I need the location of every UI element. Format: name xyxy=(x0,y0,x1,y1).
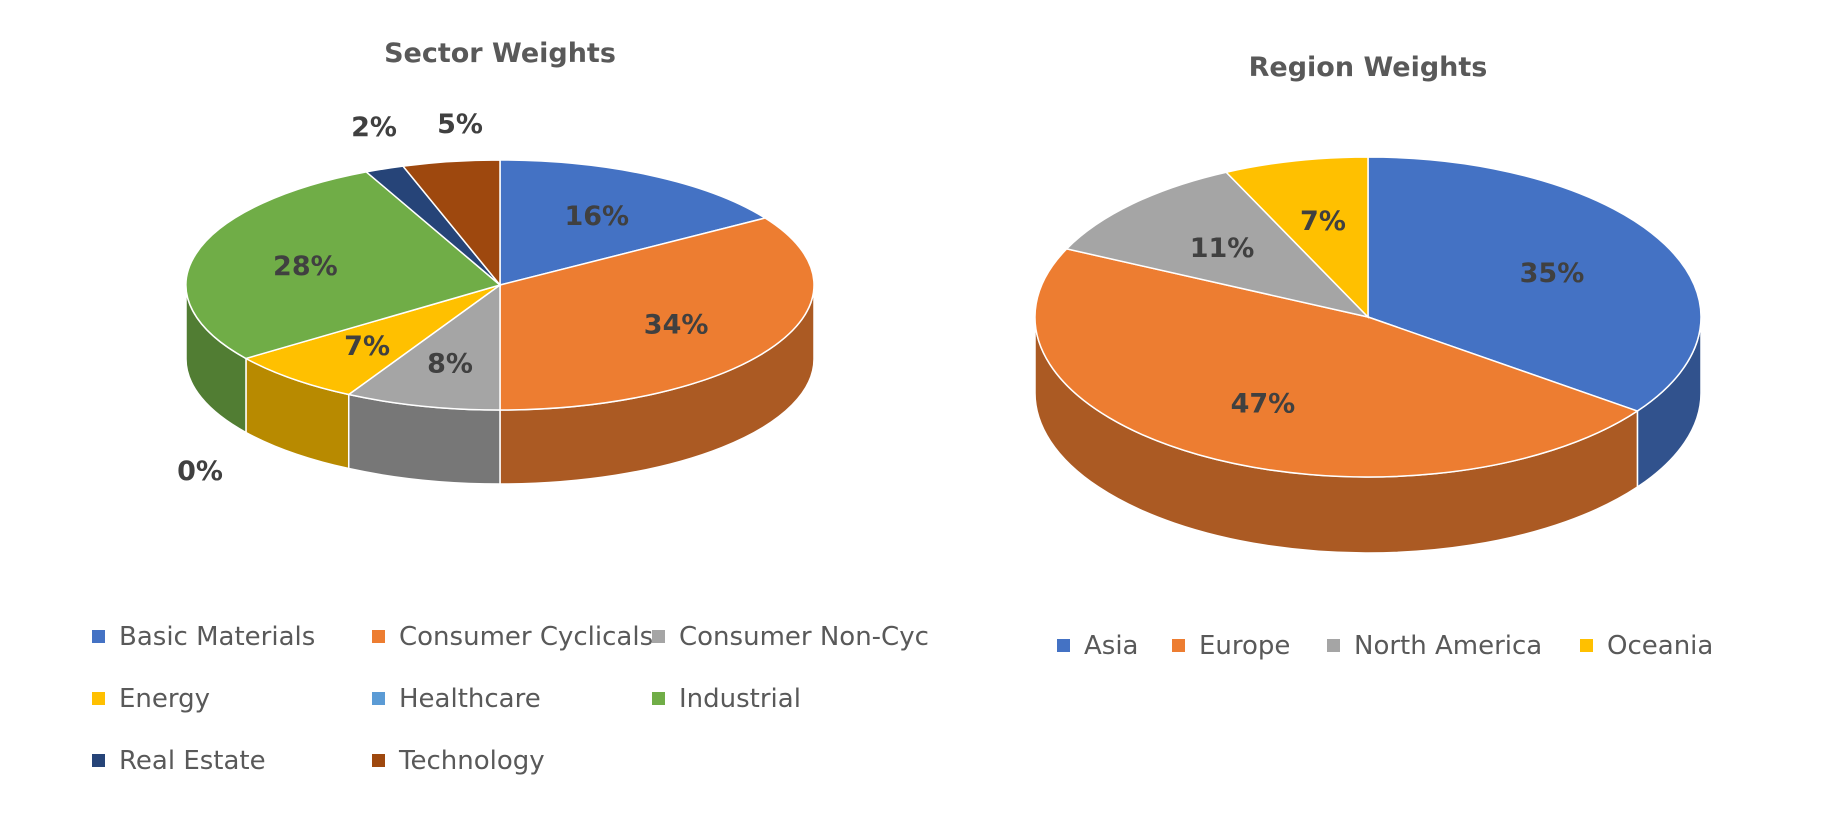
legend-swatch xyxy=(92,630,105,643)
data-label-oceania: 7% xyxy=(1300,206,1346,237)
data-label-consumer-cyclicals: 34% xyxy=(644,310,709,341)
legend-item-europe: Europe xyxy=(1172,631,1290,661)
pie-slice-consumer-cyclicals xyxy=(499,217,815,411)
region-legend: Asia Europe North America Oceania xyxy=(1057,631,1713,661)
legend-swatch xyxy=(372,754,385,767)
data-label-energy: 7% xyxy=(344,331,390,362)
legend-swatch xyxy=(372,692,385,705)
legend-item-technology: Technology xyxy=(372,746,545,776)
data-label-technology: 5% xyxy=(437,109,483,140)
pie-side-walls xyxy=(185,284,815,485)
legend-swatch xyxy=(1327,639,1340,652)
legend-swatch xyxy=(652,630,665,643)
legend-label: North America xyxy=(1354,631,1542,661)
pie-slice-europe xyxy=(1034,248,1640,478)
legend-label: Asia xyxy=(1084,631,1139,661)
data-label-europe: 47% xyxy=(1231,388,1296,419)
legend-swatch xyxy=(1172,639,1185,652)
pie-slice-asia xyxy=(1367,156,1702,412)
pie-slice-industrial xyxy=(185,171,502,360)
sector-weights-chart: Sector Weights 16% 34% 8% 7% 0% 28% 2% 5% Basic… xyxy=(92,38,929,776)
pie-slice-energy xyxy=(244,284,501,396)
legend-swatch xyxy=(1580,639,1593,652)
pie-slice-basic-materials xyxy=(499,159,768,286)
legend-item-oceania: Oceania xyxy=(1580,631,1713,661)
sector-weights-title: Sector Weights xyxy=(384,38,616,69)
region-weights-chart: Region Weights 35% 47% 11% 7% Asia Europe Nor… xyxy=(1034,52,1713,661)
pie-slice-north-america xyxy=(1065,171,1371,319)
legend-item-industrial: Industrial xyxy=(652,684,801,714)
pie-top-faces xyxy=(1034,156,1702,478)
legend-item-basic-materials: Basic Materials xyxy=(92,622,315,652)
legend-label: Energy xyxy=(119,684,210,714)
legend-item-consumer-cyclicals: Consumer Cyclicals xyxy=(372,622,653,652)
data-label-real-estate: 2% xyxy=(351,112,397,143)
legend-label: Real Estate xyxy=(119,746,266,776)
data-label-consumer-non-cyc: 8% xyxy=(427,348,473,379)
legend-item-consumer-non-cyc: Consumer Non-Cyc xyxy=(652,622,929,652)
sector-pie xyxy=(185,159,815,485)
legend-swatch xyxy=(372,630,385,643)
legend-label: Basic Materials xyxy=(119,622,315,652)
region-weights-title: Region Weights xyxy=(1249,52,1488,83)
legend-item-asia: Asia xyxy=(1057,631,1139,661)
pie-top-faces xyxy=(185,159,815,411)
legend-item-real-estate: Real Estate xyxy=(92,746,266,776)
data-label-north-america: 11% xyxy=(1190,233,1255,264)
legend-item-healthcare: Healthcare xyxy=(372,684,541,714)
legend-swatch xyxy=(652,692,665,705)
legend-label: Europe xyxy=(1199,631,1290,661)
legend-label: Oceania xyxy=(1607,631,1713,661)
pie-slice-technology xyxy=(401,159,501,288)
legend-swatch xyxy=(1057,639,1070,652)
legend-item-energy: Energy xyxy=(92,684,210,714)
region-pie xyxy=(1034,156,1702,554)
data-label-basic-materials: 16% xyxy=(564,201,629,232)
region-data-labels: 35% 47% 11% 7% xyxy=(1190,206,1585,419)
legend-label: Technology xyxy=(398,746,545,776)
data-label-industrial: 28% xyxy=(273,251,338,282)
data-label-healthcare: 0% xyxy=(177,456,223,487)
legend-item-north-america: North America xyxy=(1327,631,1542,661)
pie-slice-consumer-non-cyc xyxy=(346,283,501,411)
legend-label: Industrial xyxy=(679,684,801,714)
legend-swatch xyxy=(92,692,105,705)
data-label-asia: 35% xyxy=(1520,258,1585,289)
legend-label: Healthcare xyxy=(399,684,541,714)
legend-swatch xyxy=(92,754,105,767)
pie-slice-oceania xyxy=(1224,156,1369,319)
sector-data-labels: 16% 34% 8% 7% 0% 28% 2% 5% xyxy=(177,109,708,487)
legend-label: Consumer Non-Cyc xyxy=(679,622,929,652)
legend-label: Consumer Cyclicals xyxy=(399,622,653,652)
sector-legend: Basic Materials Consumer Cyclicals Consume… xyxy=(92,622,929,776)
